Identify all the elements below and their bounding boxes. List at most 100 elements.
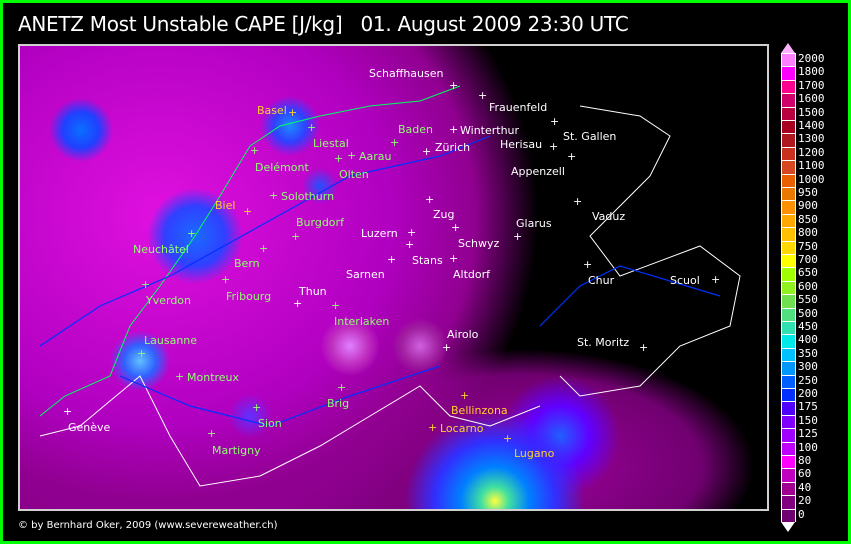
- city-label: Sion: [258, 417, 282, 430]
- legend-swatch: [781, 361, 796, 375]
- city-label: Interlaken: [334, 315, 390, 328]
- city-label: Burgdorf: [296, 216, 344, 229]
- city-marker-icon: +: [250, 144, 260, 157]
- city-marker-icon: +: [449, 123, 459, 136]
- city-label: Stans: [412, 254, 443, 267]
- city-label: Basel: [257, 104, 287, 117]
- city-label: St. Gallen: [563, 130, 617, 143]
- city-label: Olten: [339, 168, 369, 181]
- city-label: Thun: [299, 285, 327, 298]
- legend-label: 750: [798, 239, 818, 253]
- legend-swatch: [781, 481, 796, 496]
- city-label: Locarno: [440, 422, 484, 435]
- legend-label: 100: [798, 440, 818, 454]
- legend-swatch: [781, 254, 796, 268]
- city-marker-icon: +: [221, 273, 231, 286]
- city-label: Fribourg: [226, 290, 272, 303]
- city-marker-icon: +: [478, 89, 488, 102]
- city-marker-icon: +: [141, 278, 151, 291]
- legend-label: 2000: [798, 52, 825, 65]
- country-border-east: [559, 105, 741, 397]
- legend-label: 1700: [798, 78, 825, 92]
- city-label: Herisau: [500, 138, 543, 151]
- legend-label: 1600: [798, 92, 825, 106]
- country-border: [39, 85, 461, 417]
- legend-swatch: [781, 267, 796, 281]
- city-marker-icon: +: [63, 405, 73, 418]
- city-label: Lausanne: [144, 334, 198, 347]
- city-label: Scuol: [670, 274, 700, 287]
- city-marker-icon: +: [175, 370, 185, 383]
- city-marker-icon: +: [337, 381, 347, 394]
- city-marker-icon: +: [407, 226, 417, 239]
- legend-swatch: [781, 66, 796, 80]
- city-label: Delémont: [255, 161, 309, 174]
- legend-label: 950: [798, 186, 818, 199]
- color-legend: 2000 1800 1700 1600 1500 1400 1300 1200 1100 1000…: [776, 3, 848, 541]
- legend-swatch: [781, 120, 796, 134]
- city-label: Neuchâtel: [133, 243, 189, 256]
- city-label: Martigny: [212, 444, 261, 457]
- city-label: Lugano: [514, 447, 555, 460]
- river: [39, 135, 491, 347]
- legend-label: 1100: [798, 159, 825, 173]
- legend-swatch: [781, 53, 796, 67]
- legend-swatch: [781, 187, 796, 201]
- city-marker-icon: +: [422, 145, 432, 158]
- legend-label: 350: [798, 346, 818, 360]
- city-label: Biel: [215, 199, 236, 212]
- legend-swatch: [781, 213, 796, 228]
- legend-swatch: [781, 280, 796, 295]
- legend-swatch: [781, 468, 796, 482]
- city-marker-icon: +: [207, 427, 217, 440]
- city-marker-icon: +: [252, 401, 262, 414]
- legend-max-arrow-icon: [781, 43, 795, 53]
- city-label: St. Moritz: [577, 336, 630, 349]
- legend-label: 150: [798, 413, 818, 427]
- legend-swatch: [781, 441, 796, 455]
- country-border-south: [39, 375, 541, 487]
- city-marker-icon: +: [387, 253, 397, 266]
- cape-map: Schaffhausen + Frauenfeld + Basel + Liestal + Ba…: [18, 44, 769, 511]
- city-label: Zug: [433, 208, 455, 221]
- legend-label: 300: [798, 360, 818, 374]
- legend-min-arrow-icon: [781, 522, 795, 532]
- legend-label: 1800: [798, 65, 825, 79]
- copyright-text: © by Bernhard Oker, 2009 (www.severeweat…: [18, 520, 278, 531]
- legend-swatch: [781, 240, 796, 254]
- legend-swatch: [781, 388, 796, 402]
- city-marker-icon: +: [449, 252, 459, 265]
- legend-label: 200: [798, 387, 818, 400]
- legend-label: 600: [798, 279, 818, 293]
- map-title: ANETZ Most Unstable CAPE [J/kg] 01. Augu…: [18, 12, 629, 36]
- legend-label: 500: [798, 306, 818, 320]
- city-marker-icon: +: [269, 189, 279, 202]
- legend-label: 1000: [798, 172, 825, 186]
- city-marker-icon: +: [449, 79, 459, 92]
- river: [119, 365, 441, 427]
- legend-label: 850: [798, 212, 818, 226]
- city-marker-icon: +: [583, 258, 593, 271]
- city-marker-icon: +: [550, 115, 560, 128]
- city-label: Airolo: [447, 328, 479, 341]
- legend-swatch: [781, 133, 796, 147]
- city-marker-icon: +: [639, 341, 649, 354]
- city-label: Luzern: [361, 227, 398, 240]
- city-label: Winterthur: [460, 124, 520, 137]
- city-label: Bellinzona: [451, 404, 508, 417]
- legend-label: 450: [798, 320, 818, 333]
- legend-label: 1300: [798, 132, 825, 146]
- legend-swatch: [781, 334, 796, 348]
- legend-label: 800: [798, 226, 818, 240]
- legend-label: 60: [798, 467, 812, 481]
- legend-swatch: [781, 200, 796, 214]
- legend-swatch: [781, 160, 796, 174]
- city-marker-icon: +: [442, 341, 452, 354]
- city-marker-icon: +: [187, 227, 197, 240]
- legend-label: 1400: [798, 119, 825, 132]
- city-marker-icon: +: [503, 432, 513, 445]
- legend-swatch: [781, 508, 796, 522]
- city-label: Yverdon: [146, 294, 192, 307]
- legend-label: 80: [798, 454, 812, 467]
